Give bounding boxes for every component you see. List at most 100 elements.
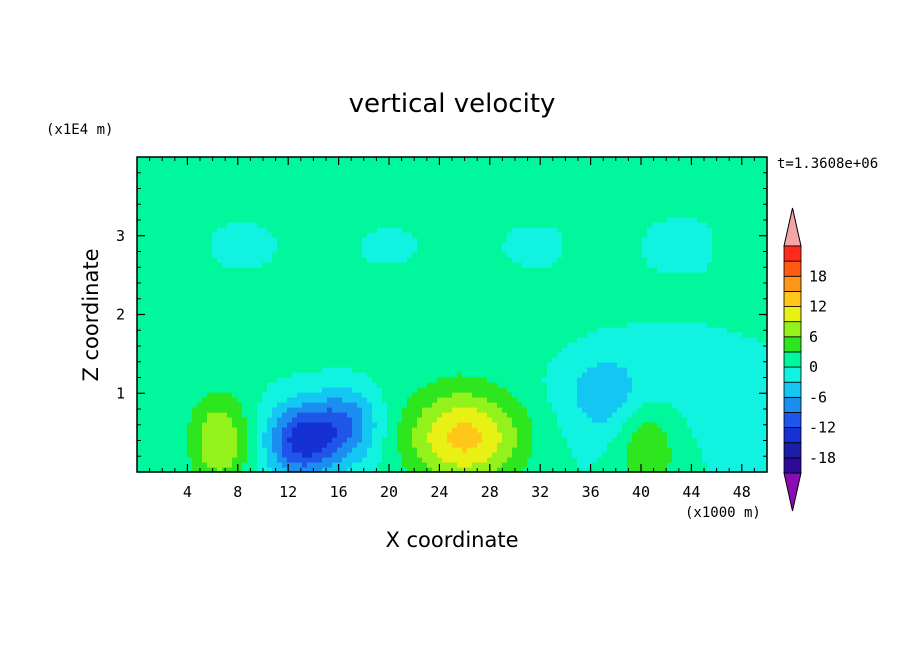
contour-cell — [162, 392, 168, 398]
contour-cell — [517, 162, 523, 168]
contour-cell — [397, 162, 403, 168]
contour-cell — [272, 317, 278, 323]
contour-cell — [442, 177, 448, 183]
contour-cell — [477, 277, 483, 283]
contour-cell — [287, 412, 293, 418]
contour-cell — [267, 192, 273, 198]
contour-cell — [147, 457, 153, 463]
contour-cell — [152, 327, 158, 333]
contour-cell — [342, 157, 348, 163]
contour-cell — [277, 367, 283, 373]
contour-cell — [172, 307, 178, 313]
contour-cell — [162, 467, 168, 473]
contour-cell — [467, 442, 473, 448]
contour-cell — [292, 267, 298, 273]
contour-cell — [252, 167, 258, 173]
contour-cell — [172, 227, 178, 233]
contour-cell — [192, 352, 198, 358]
contour-cell — [302, 202, 308, 208]
contour-cell — [292, 222, 298, 228]
contour-cell — [247, 412, 253, 418]
contour-cell — [197, 212, 203, 218]
contour-cell — [292, 382, 298, 388]
contour-cell — [192, 407, 198, 413]
contour-cell — [172, 177, 178, 183]
contour-cell — [352, 297, 358, 303]
contour-cell — [512, 227, 518, 233]
contour-cell — [477, 412, 483, 418]
contour-cell — [427, 417, 433, 423]
contour-cell — [452, 212, 458, 218]
contour-cell — [327, 407, 333, 413]
contour-cell — [397, 282, 403, 288]
contour-cell — [262, 407, 268, 413]
contour-cell — [517, 337, 523, 343]
contour-cell — [282, 432, 288, 438]
contour-cell — [157, 452, 163, 458]
contour-cell — [257, 372, 263, 378]
contour-cell — [392, 412, 398, 418]
contour-cell — [257, 417, 263, 423]
contour-cell — [367, 272, 373, 278]
contour-cell — [167, 457, 173, 463]
contour-cell — [427, 172, 433, 178]
contour-cell — [417, 242, 423, 248]
contour-cell — [207, 292, 213, 298]
contour-cell — [147, 352, 153, 358]
contour-cell — [287, 362, 293, 368]
contour-cell — [287, 342, 293, 348]
contour-cell — [312, 312, 318, 318]
contour-cell — [397, 367, 403, 373]
contour-cell — [497, 187, 503, 193]
contour-cell — [382, 297, 388, 303]
contour-cell — [482, 422, 488, 428]
contour-cell — [287, 242, 293, 248]
contour-cell — [277, 432, 283, 438]
contour-cell — [517, 332, 523, 338]
contour-cell — [152, 197, 158, 203]
contour-cell — [437, 282, 443, 288]
contour-cell — [242, 427, 248, 433]
contour-cell — [502, 437, 508, 443]
contour-cell — [477, 407, 483, 413]
contour-cell — [287, 432, 293, 438]
contour-cell — [327, 362, 333, 368]
contour-cell — [497, 242, 503, 248]
contour-cell — [367, 187, 373, 193]
contour-cell — [227, 157, 233, 163]
contour-cell — [422, 352, 428, 358]
contour-cell — [257, 207, 263, 213]
contour-cell — [137, 437, 143, 443]
contour-cell — [247, 297, 253, 303]
contour-cell — [442, 257, 448, 263]
contour-cell — [492, 397, 498, 403]
contour-cell — [452, 337, 458, 343]
contour-cell — [357, 252, 363, 258]
contour-cell — [487, 427, 493, 433]
contour-cell — [207, 422, 213, 428]
contour-cell — [287, 252, 293, 258]
contour-cell — [492, 447, 498, 453]
contour-cell — [177, 352, 183, 358]
contour-cell — [417, 352, 423, 358]
contour-cell — [322, 427, 328, 433]
contour-cell — [307, 222, 313, 228]
contour-cell — [407, 267, 413, 273]
contour-cell — [487, 277, 493, 283]
contour-cell — [267, 282, 273, 288]
contour-cell — [172, 267, 178, 273]
contour-cell — [502, 337, 508, 343]
contour-cell — [487, 382, 493, 388]
contour-cell — [487, 317, 493, 323]
contour-cell — [217, 427, 223, 433]
contour-cell — [217, 362, 223, 368]
contour-cell — [317, 362, 323, 368]
contour-cell — [322, 232, 328, 238]
contour-cell — [507, 212, 513, 218]
contour-cell — [312, 257, 318, 263]
contour-cell — [442, 402, 448, 408]
contour-cell — [242, 262, 248, 268]
contour-cell — [512, 367, 518, 373]
contour-cell — [372, 277, 378, 283]
contour-cell — [377, 157, 383, 163]
